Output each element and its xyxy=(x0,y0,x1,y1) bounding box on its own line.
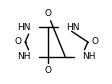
Text: HN: HN xyxy=(17,23,31,32)
Text: O: O xyxy=(90,37,97,47)
Text: NH: NH xyxy=(17,52,31,61)
Text: HN: HN xyxy=(65,23,79,32)
Text: O: O xyxy=(44,9,51,18)
Text: O: O xyxy=(44,66,51,75)
Text: NH: NH xyxy=(81,52,95,61)
Text: O: O xyxy=(15,37,22,47)
